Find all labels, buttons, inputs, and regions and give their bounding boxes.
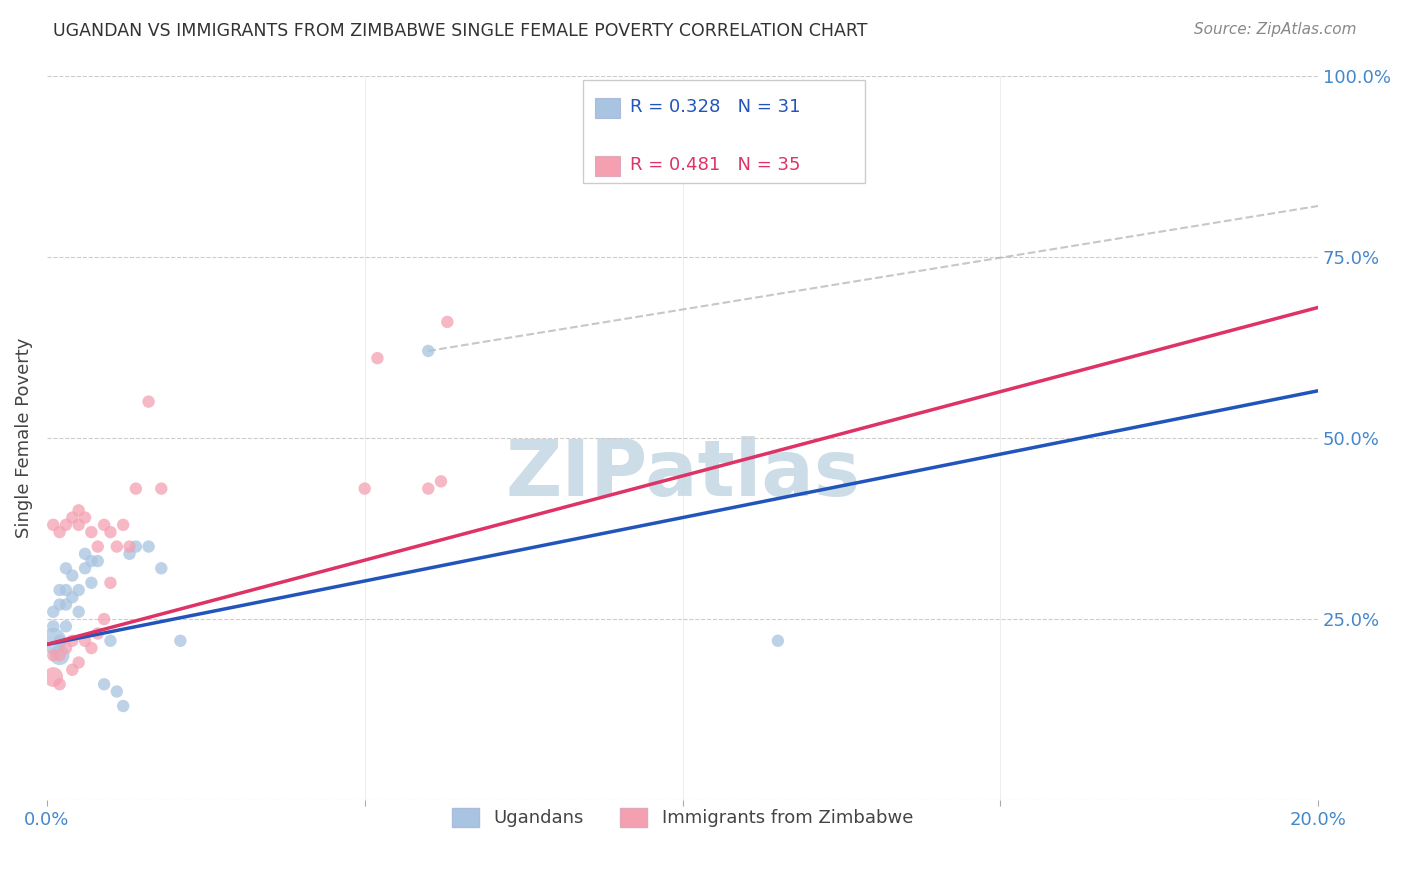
Point (138, 394, 160, 409)
Point (112, 698, 135, 713)
Point (418, 343, 440, 358)
Point (55, 561, 77, 575)
Point (48, 633, 70, 648)
Point (60, 663, 83, 677)
Point (48, 677, 70, 691)
Point (42, 633, 65, 648)
Point (353, 482, 375, 496)
Point (80, 554, 103, 568)
Point (60, 591, 83, 605)
Point (67, 605, 90, 619)
Point (87, 540, 110, 554)
Point (125, 540, 148, 554)
Point (67, 656, 90, 670)
Point (125, 482, 148, 496)
Point (55, 619, 77, 633)
Point (100, 525, 122, 540)
Point (112, 517, 135, 532)
Point (42, 648, 65, 663)
Legend: Ugandans, Immigrants from Zimbabwe: Ugandans, Immigrants from Zimbabwe (444, 801, 920, 835)
Point (150, 482, 173, 496)
Point (73, 561, 96, 575)
Text: Source: ZipAtlas.com: Source: ZipAtlas.com (1194, 22, 1357, 37)
Point (42, 605, 65, 619)
Point (67, 582, 90, 597)
Point (430, 475, 453, 489)
Point (67, 503, 90, 517)
Point (48, 525, 70, 540)
Point (100, 633, 122, 648)
Point (55, 517, 77, 532)
Point (67, 517, 90, 532)
Point (48, 582, 70, 597)
Point (55, 640, 77, 655)
Point (60, 633, 83, 648)
Point (73, 547, 96, 561)
Point (118, 540, 141, 554)
Point (138, 540, 160, 554)
Point (80, 640, 103, 655)
Point (87, 626, 110, 640)
Point (48, 648, 70, 663)
Point (418, 482, 440, 496)
Point (60, 568, 83, 582)
Point (150, 561, 173, 575)
Point (42, 517, 65, 532)
Text: ZIPatlas: ZIPatlas (505, 436, 860, 512)
Point (366, 351, 388, 366)
Point (55, 582, 77, 597)
Point (93, 612, 115, 626)
Point (105, 684, 128, 698)
Point (48, 598, 70, 612)
Point (766, 633, 789, 648)
Point (436, 315, 458, 329)
Point (118, 547, 141, 561)
Y-axis label: Single Female Poverty: Single Female Poverty (15, 338, 32, 538)
Point (42, 670, 65, 684)
Point (80, 525, 103, 540)
Text: R = 0.481   N = 35: R = 0.481 N = 35 (630, 156, 800, 174)
Point (87, 554, 110, 568)
Point (73, 510, 96, 524)
Point (60, 510, 83, 524)
Point (48, 648, 70, 663)
Point (105, 540, 128, 554)
Text: UGANDAN VS IMMIGRANTS FROM ZIMBABWE SINGLE FEMALE POVERTY CORRELATION CHART: UGANDAN VS IMMIGRANTS FROM ZIMBABWE SING… (53, 22, 868, 40)
Point (100, 575, 122, 590)
Text: R = 0.328   N = 31: R = 0.328 N = 31 (630, 98, 800, 116)
Point (93, 677, 115, 691)
Point (169, 633, 191, 648)
Point (42, 619, 65, 633)
Point (55, 598, 77, 612)
Point (93, 517, 115, 532)
Point (73, 633, 96, 648)
Point (80, 575, 103, 590)
